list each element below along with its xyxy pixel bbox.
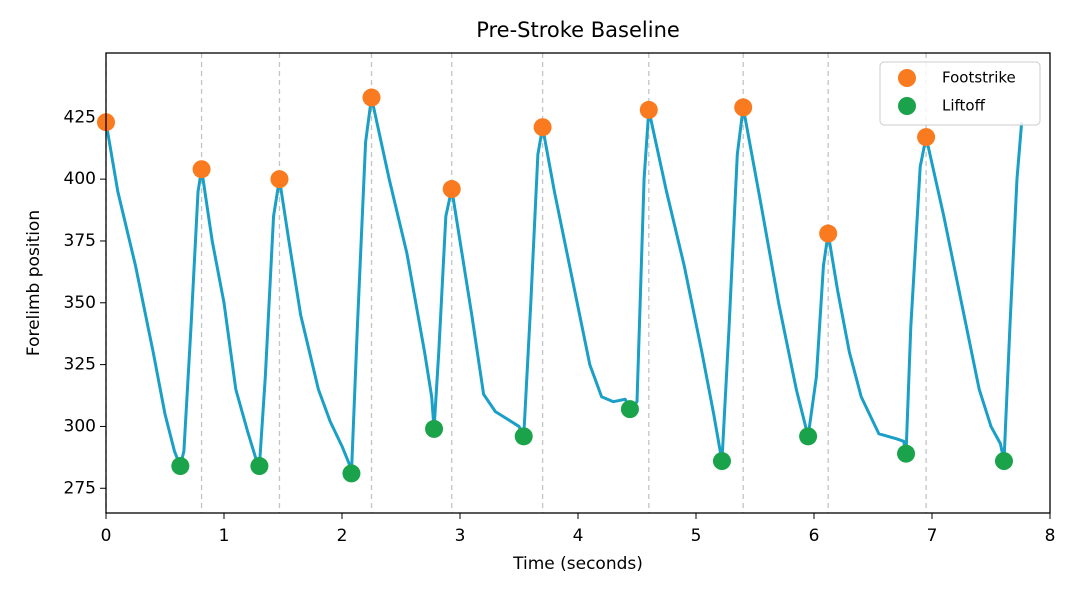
x-tick-label: 1 <box>219 526 230 546</box>
event-marker <box>342 464 361 483</box>
event-marker <box>270 170 289 189</box>
event-marker <box>192 160 211 179</box>
event-marker <box>442 180 461 199</box>
legend-box <box>879 61 1041 126</box>
event-marker <box>362 88 381 107</box>
event-marker <box>917 128 936 147</box>
x-tick-label: 4 <box>573 526 584 546</box>
y-tick-label: 425 <box>64 107 96 127</box>
event-marker <box>425 419 444 438</box>
y-tick-label: 275 <box>64 478 96 498</box>
event-marker <box>171 457 190 476</box>
y-tick-label: 350 <box>64 293 96 313</box>
y-tick-label: 400 <box>64 169 96 189</box>
event-marker <box>734 98 753 117</box>
x-tick-label: 6 <box>809 526 820 546</box>
x-tick-label: 3 <box>455 526 466 546</box>
y-axis-label: Forelimb position <box>24 210 44 356</box>
y-tick-label: 375 <box>64 231 96 251</box>
event-marker <box>533 118 552 137</box>
event-marker <box>994 452 1013 471</box>
x-tick-label: 7 <box>927 526 938 546</box>
y-tick-label: 300 <box>64 416 96 436</box>
legend-marker <box>898 69 916 87</box>
event-marker <box>799 427 818 446</box>
event-marker <box>620 400 639 419</box>
y-tick-label: 325 <box>64 355 96 375</box>
event-marker <box>897 444 916 463</box>
x-tick-label: 2 <box>337 526 348 546</box>
plot-frame <box>105 52 1051 514</box>
event-marker <box>639 100 658 119</box>
event-marker <box>250 457 269 476</box>
legend-text: Footstrike <box>942 69 1016 87</box>
x-tick-label: 0 <box>101 526 112 546</box>
chart-title: Pre-Stroke Baseline <box>476 18 680 42</box>
legend-text: Liftoff <box>942 97 986 115</box>
event-marker <box>712 452 731 471</box>
x-tick-label: 8 <box>1045 526 1056 546</box>
legend-marker <box>898 97 916 115</box>
event-marker <box>819 224 838 243</box>
event-marker <box>514 427 533 446</box>
x-tick-label: 5 <box>691 526 702 546</box>
x-axis-label: Time (seconds) <box>512 554 643 574</box>
trace-line <box>104 96 1024 475</box>
